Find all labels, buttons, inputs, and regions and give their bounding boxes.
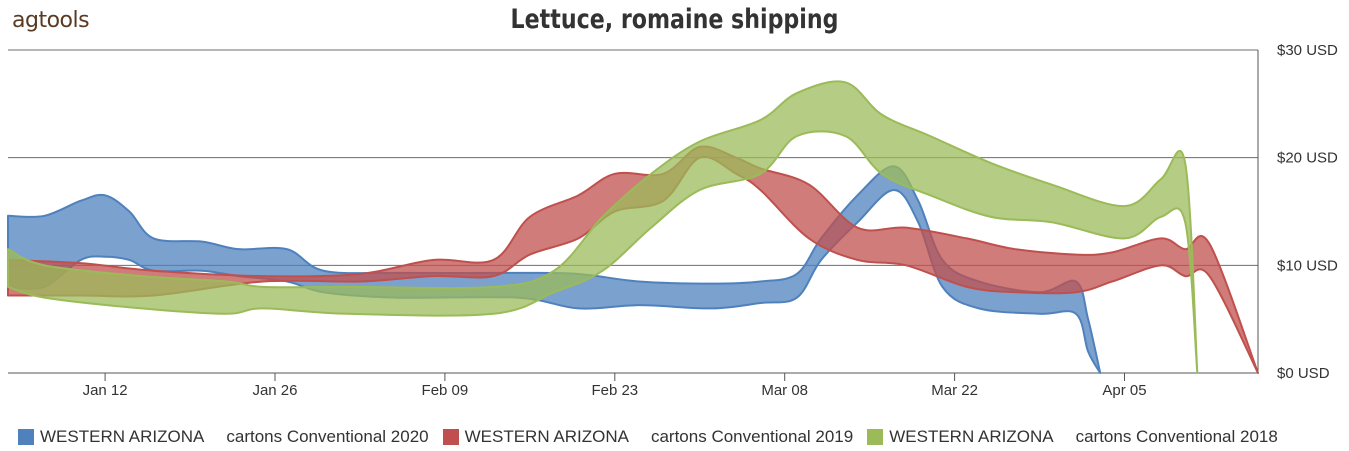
y-tick-label: $10 USD (1277, 257, 1338, 274)
legend-item-2020[interactable]: WESTERN ARIZONA cartons Conventional 202… (18, 427, 429, 447)
legend-series-unit: cartons Conventional 2019 (650, 427, 854, 446)
legend-series-name: WESTERN ARIZONA (40, 427, 205, 446)
x-tick-label: Jan 12 (83, 382, 128, 399)
legend-series-unit: cartons Conventional 2018 (1075, 427, 1278, 446)
legend-series-unit: cartons Conventional 2020 (226, 427, 429, 446)
legend-swatch (442, 429, 459, 445)
x-tick-label: Mar 22 (931, 382, 978, 399)
legend-item-2019[interactable]: WESTERN ARIZONA cartons Conventional 201… (442, 427, 854, 447)
y-tick-label: $30 USD (1277, 42, 1338, 59)
x-tick-label: Jan 26 (252, 382, 297, 399)
x-tick-label: Apr 05 (1102, 382, 1146, 399)
legend-series-name: WESTERN ARIZONA (889, 427, 1054, 446)
y-tick-label: $20 USD (1277, 150, 1338, 167)
x-tick-label: Feb 09 (422, 382, 469, 399)
series-band-2 (7, 80, 1199, 374)
legend-series-name: WESTERN ARIZONA (464, 427, 629, 446)
legend-item-2018[interactable]: WESTERN ARIZONA cartons Conventional 201… (867, 427, 1278, 447)
legend: WESTERN ARIZONA cartons Conventional 202… (18, 427, 1292, 447)
agtools-logo[interactable]: agtools (12, 8, 90, 33)
x-tick-label: Mar 08 (761, 382, 808, 399)
legend-swatch (867, 429, 884, 445)
legend-swatch (18, 429, 34, 445)
y-tick-label: $0 USD (1277, 365, 1330, 382)
chart-title: Lettuce, romaine shipping (510, 4, 839, 35)
x-tick-label: Feb 23 (591, 382, 638, 399)
